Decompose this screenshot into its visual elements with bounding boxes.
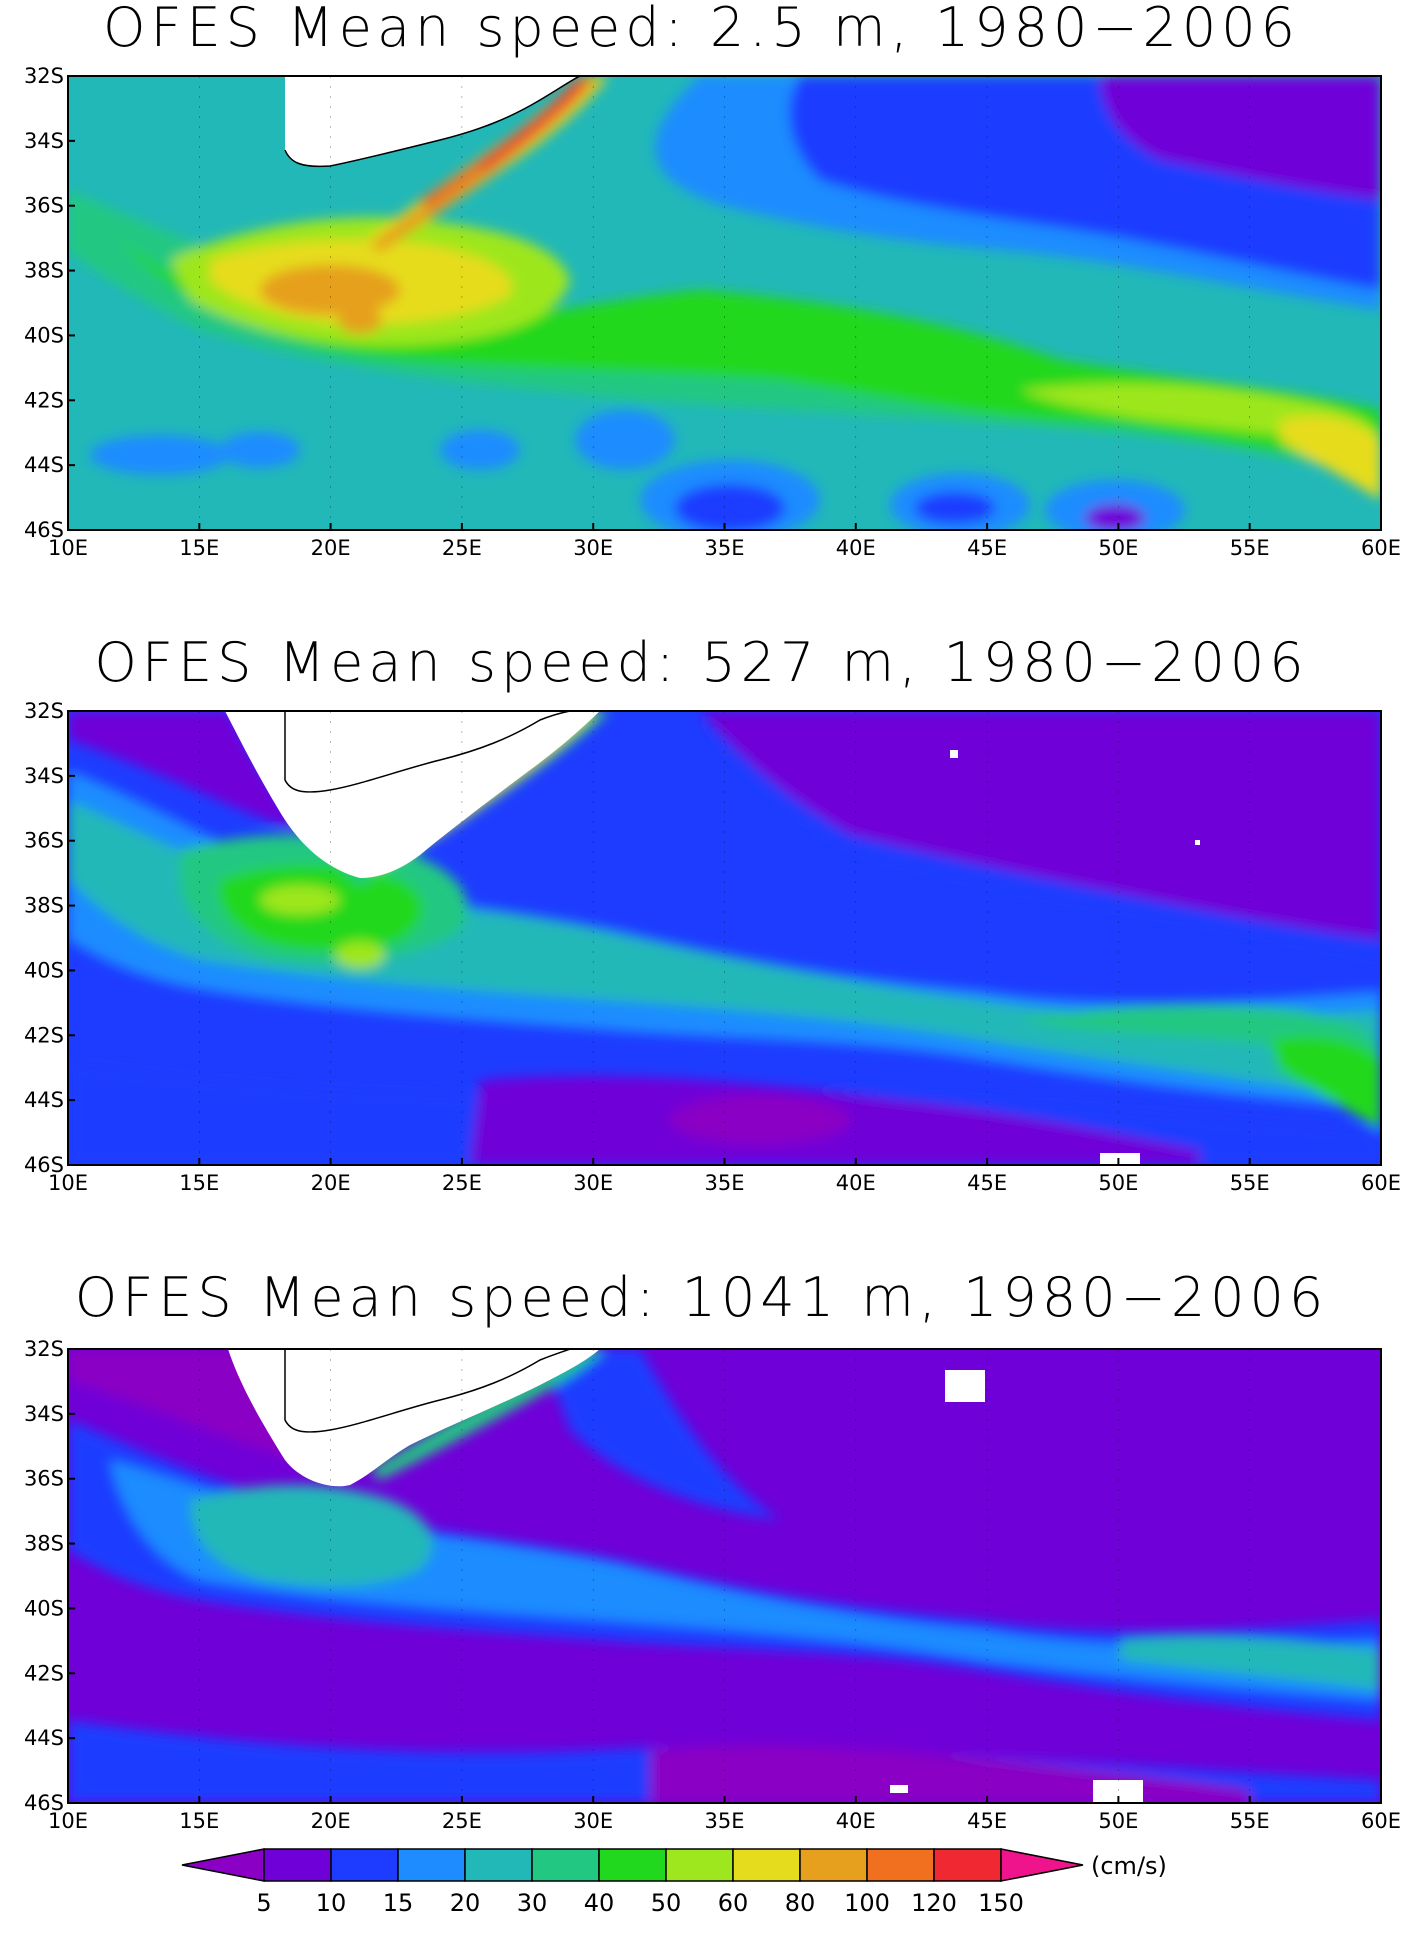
lon-tick-label: 35E bbox=[705, 1809, 745, 1833]
lat-tick-label: 34S bbox=[24, 1402, 64, 1426]
lon-tick-label: 45E bbox=[967, 1171, 1007, 1195]
lon-tick-label: 55E bbox=[1230, 1809, 1270, 1833]
lon-tick-label: 25E bbox=[442, 1809, 482, 1833]
colorbar-level-label: 80 bbox=[785, 1889, 816, 1917]
colorbar-box bbox=[397, 1848, 466, 1882]
colorbar-level-label: 10 bbox=[316, 1889, 347, 1917]
lon-tick-label: 15E bbox=[179, 536, 219, 560]
lat-tick-label: 40S bbox=[24, 1596, 64, 1620]
colorbar-box bbox=[799, 1848, 868, 1882]
panel-title-1: OFES Mean speed: 2.5 m, 1980−2006 bbox=[103, 0, 1300, 59]
lon-tick-label: 20E bbox=[311, 1171, 351, 1195]
colorbar-level-label: 5 bbox=[256, 1889, 271, 1917]
lon-tick-label: 35E bbox=[705, 536, 745, 560]
colorbar-level-label: 30 bbox=[517, 1889, 548, 1917]
lat-tick-label: 40S bbox=[24, 958, 64, 982]
colorbar: 5 10 15 20 30 40 50 60 80 100 120 150 (cm/s) bbox=[181, 1848, 1167, 1917]
colorbar-box bbox=[598, 1848, 667, 1882]
lat-tick-label: 44S bbox=[24, 453, 64, 477]
lon-tick-label: 55E bbox=[1230, 536, 1270, 560]
lon-tick-label: 50E bbox=[1098, 1171, 1138, 1195]
lat-tick-label: 46S bbox=[24, 1153, 64, 1177]
lat-tick-label: 44S bbox=[24, 1088, 64, 1112]
lon-tick-label: 60E bbox=[1361, 1809, 1401, 1833]
lat-tick-label: 46S bbox=[24, 518, 64, 542]
lon-tick-label: 45E bbox=[967, 1809, 1007, 1833]
panel-title-2: OFES Mean speed: 527 m, 1980−2006 bbox=[94, 631, 1309, 694]
colorbar-box bbox=[263, 1848, 332, 1882]
lon-tick-label: 30E bbox=[573, 536, 613, 560]
colorbar-unit: (cm/s) bbox=[1091, 1852, 1167, 1880]
colorbar-level-label: 100 bbox=[844, 1889, 890, 1917]
lat-tick-label: 42S bbox=[24, 388, 64, 412]
colorbar-level-label: 60 bbox=[718, 1889, 749, 1917]
colorbar-level-label: 20 bbox=[450, 1889, 481, 1917]
colorbar-box bbox=[866, 1848, 935, 1882]
lon-tick-label: 10E bbox=[48, 536, 88, 560]
map-panel-1 bbox=[67, 75, 1382, 531]
africa-landmass bbox=[68, 76, 580, 167]
colorbar-box bbox=[933, 1848, 1002, 1882]
lon-tick-label: 25E bbox=[442, 1171, 482, 1195]
colorbar-box bbox=[665, 1848, 734, 1882]
lon-tick-label: 20E bbox=[311, 1809, 351, 1833]
lat-tick-label: 32S bbox=[24, 64, 64, 88]
lat-tick-label: 44S bbox=[24, 1726, 64, 1750]
lon-tick-label: 50E bbox=[1098, 536, 1138, 560]
lon-tick-label: 10E bbox=[48, 1171, 88, 1195]
lon-tick-label: 55E bbox=[1230, 1171, 1270, 1195]
lon-tick-label: 40E bbox=[836, 1171, 876, 1195]
colorbar-level-label: 50 bbox=[651, 1889, 682, 1917]
lat-tick-label: 36S bbox=[24, 1467, 64, 1491]
colorbar-box bbox=[464, 1848, 533, 1882]
colorbar-box bbox=[330, 1848, 399, 1882]
lon-tick-label: 25E bbox=[442, 536, 482, 560]
colorbar-min-arrow bbox=[181, 1848, 265, 1882]
lon-tick-label: 40E bbox=[836, 536, 876, 560]
lat-tick-label: 34S bbox=[24, 764, 64, 788]
africa-landmass bbox=[190, 711, 600, 878]
colorbar-level-label: 150 bbox=[978, 1889, 1024, 1917]
lon-tick-label: 15E bbox=[179, 1809, 219, 1833]
lon-tick-label: 15E bbox=[179, 1171, 219, 1195]
lon-tick-label: 50E bbox=[1098, 1809, 1138, 1833]
lat-tick-label: 42S bbox=[24, 1023, 64, 1047]
lat-tick-label: 38S bbox=[24, 259, 64, 283]
lat-tick-label: 36S bbox=[24, 194, 64, 218]
colorbar-level-label: 120 bbox=[911, 1889, 957, 1917]
lon-tick-label: 35E bbox=[705, 1171, 745, 1195]
lat-tick-label: 32S bbox=[24, 1337, 64, 1361]
lat-tick-label: 38S bbox=[24, 1532, 64, 1556]
lat-tick-label: 32S bbox=[24, 699, 64, 723]
lon-tick-label: 60E bbox=[1361, 1171, 1401, 1195]
lat-tick-label: 46S bbox=[24, 1791, 64, 1815]
lon-tick-label: 45E bbox=[967, 536, 1007, 560]
panel-title-3: OFES Mean speed: 1041 m, 1980−2006 bbox=[74, 1266, 1329, 1329]
colorbar-box bbox=[531, 1848, 600, 1882]
colorbar-level-label: 40 bbox=[584, 1889, 615, 1917]
lon-tick-label: 60E bbox=[1361, 536, 1401, 560]
lat-tick-label: 42S bbox=[24, 1661, 64, 1685]
lon-tick-label: 20E bbox=[311, 536, 351, 560]
lat-tick-label: 38S bbox=[24, 894, 64, 918]
lat-tick-label: 36S bbox=[24, 829, 64, 853]
lon-tick-label: 30E bbox=[573, 1171, 613, 1195]
colorbar-box bbox=[732, 1848, 801, 1882]
lon-tick-label: 10E bbox=[48, 1809, 88, 1833]
colorbar-max-arrow bbox=[1000, 1848, 1084, 1882]
lon-tick-label: 30E bbox=[573, 1809, 613, 1833]
map-panel-3 bbox=[67, 1348, 1382, 1804]
lon-tick-label: 40E bbox=[836, 1809, 876, 1833]
map-panel-2 bbox=[67, 710, 1382, 1166]
lat-tick-label: 40S bbox=[24, 323, 64, 347]
africa-landmass bbox=[215, 1349, 600, 1487]
lat-tick-label: 34S bbox=[24, 129, 64, 153]
colorbar-level-label: 15 bbox=[383, 1889, 414, 1917]
